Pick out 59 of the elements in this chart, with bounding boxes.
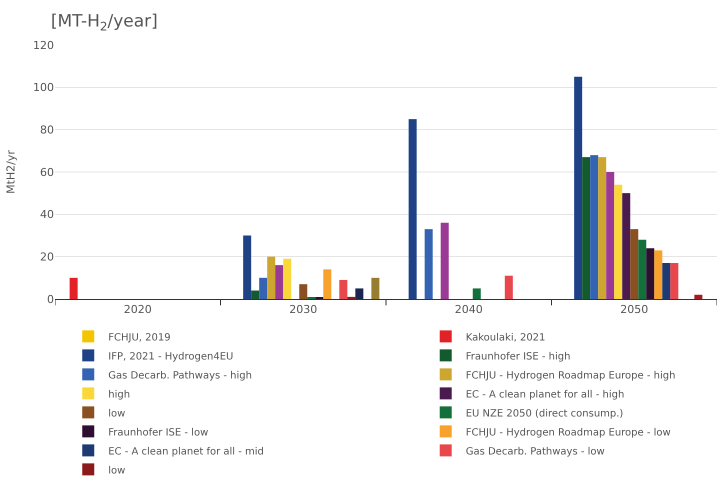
- x-tick-label: 2030: [289, 303, 318, 316]
- x-tick-label: 2050: [620, 303, 648, 316]
- bar: [355, 288, 364, 299]
- bar: [275, 265, 284, 299]
- bar: [630, 229, 638, 299]
- bar: [574, 76, 582, 299]
- bar: [694, 294, 702, 299]
- legend-label: IFP, 2021 - Hydrogen4EU: [108, 351, 234, 362]
- bar: [339, 280, 348, 299]
- bar: [590, 155, 598, 299]
- bar: [606, 172, 614, 299]
- legend-label: Gas Decarb. Pathways - high: [108, 370, 252, 382]
- bar: [251, 290, 260, 299]
- bar: [424, 229, 433, 299]
- legend-label: FCHJU - Hydrogen Roadmap Europe - low: [466, 427, 671, 438]
- bar: [283, 258, 292, 299]
- legend-label: low: [108, 465, 126, 476]
- bar: [670, 263, 678, 299]
- bar: [646, 248, 654, 299]
- bar: [267, 256, 276, 299]
- y-tick-label: 80: [40, 124, 54, 137]
- y-tick-label: 20: [40, 250, 54, 264]
- legend-label: Gas Decarb. Pathways - low: [466, 446, 605, 458]
- bar: [504, 276, 513, 299]
- bar: [299, 284, 308, 299]
- chart-title: [MT-H$_{2}$/year]: [50, 12, 158, 34]
- legend-label: Fraunhofer ISE - high: [466, 351, 570, 362]
- y-axis-title: MtH2/yr: [4, 150, 18, 194]
- legend-label: FCHJU - Hydrogen Roadmap Europe - high: [466, 370, 676, 382]
- bar: [243, 236, 252, 299]
- legend-label: high: [108, 389, 130, 400]
- bar: [70, 278, 78, 299]
- bar: [662, 263, 670, 299]
- bar: [472, 288, 481, 299]
- bar: [614, 184, 622, 299]
- bar: [638, 240, 646, 299]
- legend-label: low: [108, 408, 126, 420]
- bar: [323, 269, 332, 299]
- legend-label: Kakoulaki, 2021: [466, 332, 546, 344]
- bar: [408, 119, 417, 299]
- bar: [582, 157, 590, 299]
- y-tick-label: 120: [33, 38, 54, 52]
- legend-label: EU NZE 2050 (direct consump.): [466, 408, 624, 420]
- legend-label: EC - A clean planet for all - high: [466, 389, 624, 400]
- x-tick-label: 2040: [454, 303, 483, 316]
- bar: [259, 278, 268, 299]
- y-tick-label: 100: [33, 81, 54, 94]
- bar: [440, 222, 449, 299]
- x-tick-label: 2020: [124, 303, 152, 316]
- legend-label: FCHJU, 2019: [108, 332, 171, 344]
- legend-label: Fraunhofer ISE - low: [108, 427, 208, 438]
- y-tick-label: 60: [40, 166, 54, 179]
- legend-label: EC - A clean planet for all - mid: [108, 446, 264, 458]
- bar: [371, 278, 380, 299]
- y-tick-label: 40: [40, 208, 54, 222]
- bar: [598, 157, 606, 299]
- bar: [622, 193, 630, 299]
- bar: [654, 250, 662, 299]
- y-tick-label: 0: [47, 292, 54, 306]
